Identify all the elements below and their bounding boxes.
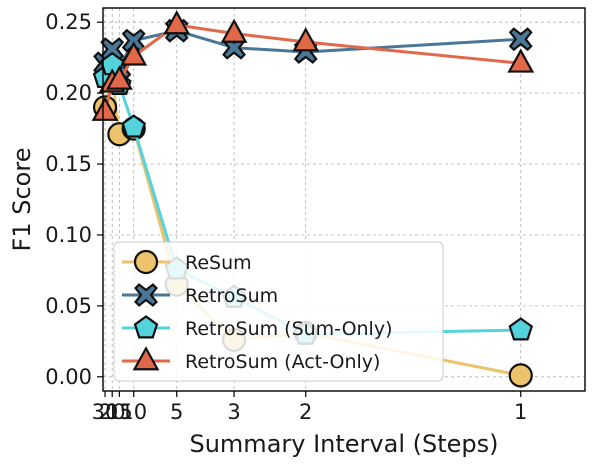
y-tick-label: 0.00	[45, 365, 92, 389]
x-tick-label: 30	[92, 400, 119, 424]
y-tick-label: 0.15	[45, 152, 92, 176]
data-point-retrosum-act-only	[507, 48, 535, 73]
data-point-retrosum-act-only	[220, 18, 248, 43]
y-tick-label: 0.20	[45, 81, 92, 105]
data-point-resum	[508, 363, 533, 388]
legend-marker-retrosum	[134, 283, 158, 307]
legend-entry-retrosum-act-only: RetroSum (Act-Only)	[122, 346, 380, 373]
data-point-retrosum-act-only	[292, 27, 320, 52]
plot-frame	[102, 7, 586, 392]
x-tick-label: 5	[170, 400, 183, 424]
legend-entry-resum: ReSum	[122, 249, 252, 275]
x-tick-label: 20	[99, 400, 126, 424]
x-tick-label: 2	[299, 400, 312, 424]
legend-entry-retrosum: RetroSum	[122, 283, 278, 307]
y-tick-label: 0.05	[45, 294, 92, 318]
y-axis-title: F1 Score	[8, 148, 36, 252]
data-point-retrosum	[508, 27, 533, 52]
x-tick-label: 3	[227, 400, 240, 424]
x-axis-title: Summary Interval (Steps)	[189, 430, 498, 458]
legend-marker-resum	[133, 249, 159, 275]
legend-marker-retrosum-act-only	[132, 346, 160, 371]
legend-label: RetroSum (Act-Only)	[185, 351, 380, 373]
legend-label: RetroSum	[185, 285, 278, 307]
legend: ReSum RetroSum RetroSum (Sum-Only) RetroSum…	[113, 241, 444, 382]
y-tick-label: 0.10	[45, 223, 92, 247]
legend-marker-retrosum-sum-only	[133, 315, 159, 339]
legend-entry-retrosum-sum-only: RetroSum (Sum-Only)	[122, 315, 393, 340]
data-point-retrosum-act-only	[105, 65, 133, 90]
data-point-retrosum-act-only	[91, 96, 119, 121]
data-point-retrosum-act-only	[163, 10, 191, 35]
data-point-retrosum-act-only	[120, 41, 148, 66]
x-tick-label: 10	[120, 400, 147, 424]
data-point-retrosum-sum-only	[508, 317, 534, 341]
data-point-retrosum-sum-only	[121, 114, 146, 138]
series-retrosum-act-only	[91, 10, 535, 121]
legend-label: RetroSum (Sum-Only)	[185, 318, 393, 340]
y-tick-label: 0.25	[45, 10, 92, 34]
x-tick-label: 15	[106, 400, 133, 424]
legend-box	[113, 241, 444, 382]
x-tick-label: 1	[514, 400, 527, 424]
legend-label: ReSum	[185, 252, 252, 274]
